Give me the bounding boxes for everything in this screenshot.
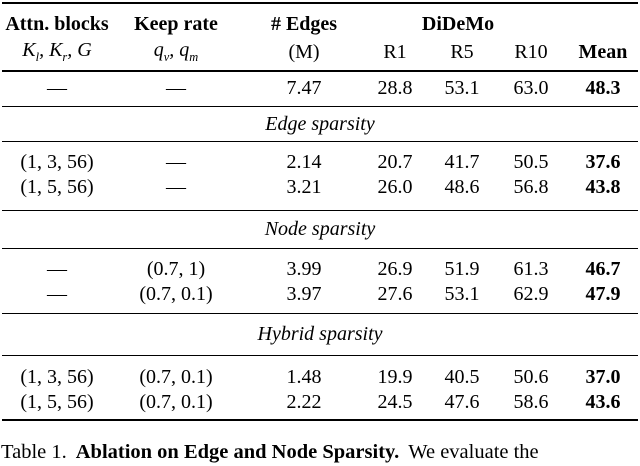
cell-mean: 37.0 xyxy=(585,365,621,388)
cell-r5: 48.6 xyxy=(444,176,480,199)
header-row-1: Attn. blocks Keep rate # Edges DiDeMo xyxy=(0,10,640,38)
cell-r1: 24.5 xyxy=(377,390,413,413)
table-row: — — 7.47 28.8 53.1 63.0 48.3 xyxy=(0,72,640,106)
cell-mean: 47.9 xyxy=(585,282,621,305)
edge-sparsity-group: (1, 3, 56) — 2.14 20.7 41.7 50.5 37.6 (1… xyxy=(0,142,640,210)
section-rule xyxy=(2,312,638,314)
cell-r5: 53.1 xyxy=(444,77,480,100)
cell-r10: 61.3 xyxy=(513,257,549,280)
cell-attn-blocks: — xyxy=(47,257,67,280)
cell-r5: 47.6 xyxy=(444,390,480,413)
table-row: — (0.7, 1) 3.99 26.9 51.9 61.3 46.7 xyxy=(0,257,640,282)
caption-label: Table 1. xyxy=(1,440,67,463)
cell-num-edges: 3.21 xyxy=(286,176,322,199)
cell-r5: 51.9 xyxy=(444,257,480,280)
cell-r5: 41.7 xyxy=(444,151,480,174)
table-row: — (0.7, 0.1) 3.97 27.6 53.1 62.9 47.9 xyxy=(0,282,640,307)
cell-r10: 50.6 xyxy=(513,365,549,388)
col-subheader-keep-math: qv, qm xyxy=(153,39,199,65)
cell-attn-blocks: (1, 5, 56) xyxy=(20,390,94,413)
cell-r5: 53.1 xyxy=(444,282,480,305)
section-rule xyxy=(2,105,638,108)
cell-r1: 27.6 xyxy=(377,282,413,305)
table-bottom-rule xyxy=(2,418,638,422)
col-subheader-attn-math: Kl, Kr, G xyxy=(22,39,92,65)
cell-r1: 26.0 xyxy=(377,176,413,199)
cell-r10: 62.9 xyxy=(513,282,549,305)
cell-mean: 43.6 xyxy=(585,390,621,413)
cell-r5: 40.5 xyxy=(444,365,480,388)
col-header-mean: Mean xyxy=(578,40,628,63)
caption-text: We evaluate the xyxy=(408,440,539,463)
cell-r1: 28.8 xyxy=(377,77,413,100)
section-rule xyxy=(2,354,638,356)
cell-attn-blocks: — xyxy=(47,77,67,100)
table-row: (1, 3, 56) (0.7, 0.1) 1.48 19.9 40.5 50.… xyxy=(0,365,640,390)
table-top-rule xyxy=(2,2,638,5)
cell-keep-rate: — xyxy=(166,151,186,174)
cell-r10: 56.8 xyxy=(513,176,549,199)
section-rule xyxy=(2,140,638,143)
caption-title: Ablation on Edge and Node Sparsity. xyxy=(75,440,400,463)
header-separator-rule xyxy=(2,69,638,72)
cell-r1: 19.9 xyxy=(377,365,413,388)
cell-attn-blocks: — xyxy=(47,282,67,305)
col-header-keep-rate: Keep rate xyxy=(134,12,218,35)
cell-r10: 58.6 xyxy=(513,390,549,413)
section-header-edge-sparsity: Edge sparsity xyxy=(265,112,375,135)
cell-keep-rate: (0.7, 1) xyxy=(146,257,206,280)
section-rule xyxy=(2,209,638,211)
node-sparsity-group: — (0.7, 1) 3.99 26.9 51.9 61.3 46.7 — (0… xyxy=(0,249,640,313)
table-row: (1, 3, 56) — 2.14 20.7 41.7 50.5 37.6 xyxy=(0,150,640,175)
cell-r10: 63.0 xyxy=(513,77,549,100)
cell-mean: 46.7 xyxy=(585,257,621,280)
cell-num-edges: 2.14 xyxy=(286,151,322,174)
cell-attn-blocks: (1, 3, 56) xyxy=(20,365,94,388)
col-header-r10: R10 xyxy=(514,40,548,63)
section-header-hybrid-sparsity: Hybrid sparsity xyxy=(257,322,383,345)
col-header-num-edges: # Edges xyxy=(270,12,338,35)
table-caption: Table 1. Ablation on Edge and Node Sparsi… xyxy=(0,438,640,466)
cell-num-edges: 7.47 xyxy=(286,77,322,100)
cell-mean: 48.3 xyxy=(585,77,621,100)
col-header-didemo: DiDeMo xyxy=(421,12,495,35)
cell-keep-rate: — xyxy=(166,176,186,199)
col-header-r1: R1 xyxy=(383,40,407,63)
section-rule xyxy=(2,247,638,249)
cell-keep-rate: — xyxy=(166,77,186,100)
cell-mean: 37.6 xyxy=(585,151,621,174)
table-header: Attn. blocks Keep rate # Edges DiDeMo Kl… xyxy=(0,4,640,70)
header-row-2: Kl, Kr, G qv, qm (M) R1 R5 R10 Mean xyxy=(0,38,640,66)
table-row: (1, 5, 56) — 3.21 26.0 48.6 56.8 43.8 xyxy=(0,175,640,200)
table-row: (1, 5, 56) (0.7, 0.1) 2.22 24.5 47.6 58.… xyxy=(0,390,640,415)
cell-attn-blocks: (1, 3, 56) xyxy=(20,151,94,174)
col-header-attn-blocks: Attn. blocks xyxy=(5,12,109,35)
cell-num-edges: 2.22 xyxy=(286,390,322,413)
col-header-r5: R5 xyxy=(450,40,474,63)
cell-keep-rate: (0.7, 0.1) xyxy=(139,365,213,388)
cell-num-edges: 1.48 xyxy=(286,365,322,388)
cell-num-edges: 3.99 xyxy=(286,257,322,280)
baseline-group: — — 7.47 28.8 53.1 63.0 48.3 xyxy=(0,72,640,106)
cell-num-edges: 3.97 xyxy=(286,282,322,305)
hybrid-sparsity-group: (1, 3, 56) (0.7, 0.1) 1.48 19.9 40.5 50.… xyxy=(0,356,640,419)
cell-r1: 20.7 xyxy=(377,151,413,174)
cell-attn-blocks: (1, 5, 56) xyxy=(20,176,94,199)
col-subheader-edges-unit: (M) xyxy=(288,40,320,63)
cell-keep-rate: (0.7, 0.1) xyxy=(139,390,213,413)
section-header-node-sparsity: Node sparsity xyxy=(264,217,376,240)
cell-r10: 50.5 xyxy=(513,151,549,174)
cell-keep-rate: (0.7, 0.1) xyxy=(139,282,213,305)
cell-mean: 43.8 xyxy=(585,176,621,199)
cell-r1: 26.9 xyxy=(377,257,413,280)
